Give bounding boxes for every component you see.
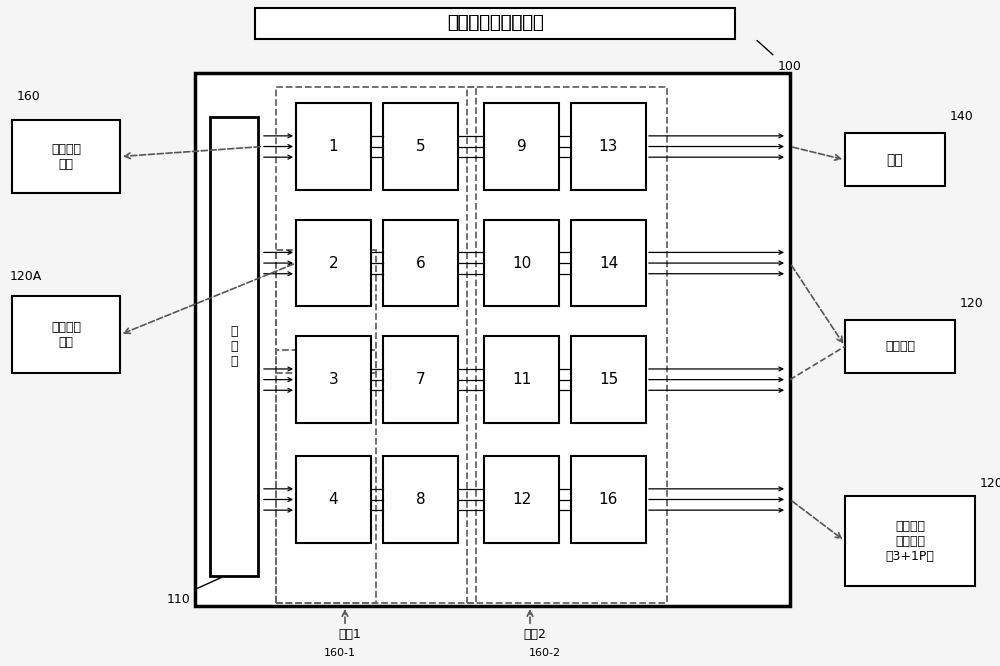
Text: 9: 9 <box>517 139 526 154</box>
Text: 10: 10 <box>512 256 531 270</box>
Bar <box>484 456 559 543</box>
Bar <box>296 456 371 543</box>
Text: 控
制
器: 控 制 器 <box>230 325 238 368</box>
Text: 8: 8 <box>416 492 425 507</box>
Bar <box>296 103 371 190</box>
Text: 160-1: 160-1 <box>324 648 356 658</box>
Bar <box>195 73 790 606</box>
Text: 15: 15 <box>599 372 618 387</box>
Text: 3: 3 <box>329 372 338 387</box>
Bar <box>296 220 371 306</box>
Bar <box>484 103 559 190</box>
Bar <box>484 220 559 306</box>
Text: 100: 100 <box>778 60 802 73</box>
Bar <box>383 103 458 190</box>
Text: 通道: 通道 <box>887 153 903 167</box>
Bar <box>571 336 646 423</box>
Bar <box>276 87 476 603</box>
Text: 闪存芯片及通道组织: 闪存芯片及通道组织 <box>447 14 543 33</box>
Text: 13: 13 <box>599 139 618 154</box>
Text: 群组2: 群组2 <box>524 628 546 641</box>
Bar <box>276 350 376 603</box>
Text: 16: 16 <box>599 492 618 507</box>
Bar <box>484 336 559 423</box>
Text: 6: 6 <box>416 256 425 270</box>
Bar <box>467 87 667 603</box>
Text: 160-2: 160-2 <box>529 648 561 658</box>
Bar <box>12 120 120 193</box>
Text: 140: 140 <box>950 110 974 123</box>
Text: 11: 11 <box>512 372 531 387</box>
Text: 12: 12 <box>512 492 531 507</box>
Bar <box>383 456 458 543</box>
Bar <box>383 336 458 423</box>
Text: 闪存芯片及通道组织: 闪存芯片及通道组织 <box>447 14 543 33</box>
Text: 120P: 120P <box>980 476 1000 490</box>
Text: 120: 120 <box>960 296 984 310</box>
Bar <box>571 103 646 190</box>
Bar <box>276 250 376 373</box>
Text: 4: 4 <box>329 492 338 507</box>
Text: 2: 2 <box>329 256 338 270</box>
Bar <box>845 133 945 186</box>
Bar <box>210 117 258 576</box>
Bar <box>845 496 975 586</box>
Bar <box>255 8 735 39</box>
Text: 7: 7 <box>416 372 425 387</box>
Text: 闪存芯片
群组: 闪存芯片 群组 <box>51 143 81 170</box>
Text: 群组1: 群组1 <box>339 628 361 641</box>
Text: 160: 160 <box>17 90 41 103</box>
Text: 110: 110 <box>166 593 190 606</box>
Text: 14: 14 <box>599 256 618 270</box>
Bar <box>845 320 955 373</box>
Text: 5: 5 <box>416 139 425 154</box>
Bar <box>296 336 371 423</box>
Text: 闪存芯片: 闪存芯片 <box>885 340 915 353</box>
Bar <box>383 220 458 306</box>
Text: 现用写入
芯片: 现用写入 芯片 <box>51 320 81 349</box>
Text: 120A: 120A <box>10 270 42 283</box>
Bar <box>571 220 646 306</box>
Text: 奇偶校验
闪存芯片
（3+1P）: 奇偶校验 闪存芯片 （3+1P） <box>886 519 934 563</box>
Bar <box>12 296 120 373</box>
Bar <box>571 456 646 543</box>
Text: 1: 1 <box>329 139 338 154</box>
